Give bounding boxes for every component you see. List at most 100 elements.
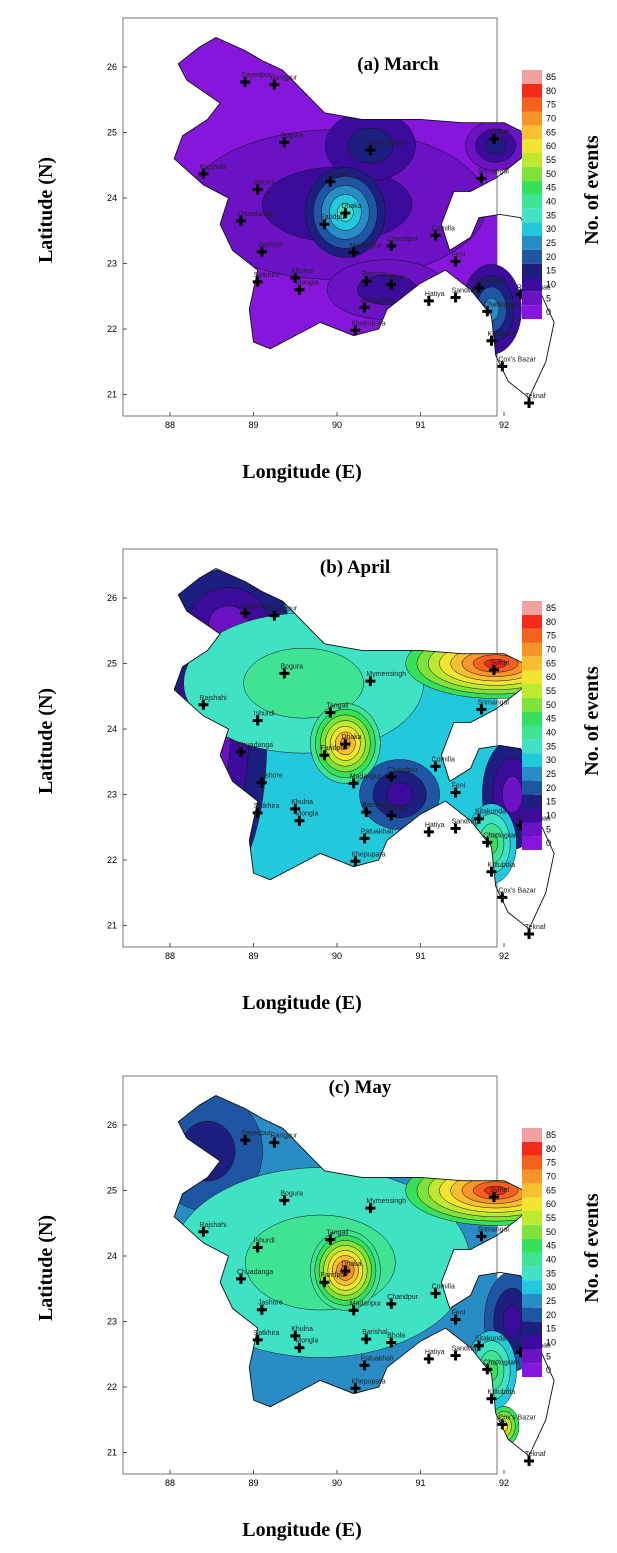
station-marker bbox=[430, 230, 441, 241]
y-tick-label: 23 bbox=[107, 790, 117, 800]
colorbar-label: 60 bbox=[546, 1199, 556, 1209]
colorbar-segment bbox=[522, 670, 542, 684]
station-marker bbox=[340, 208, 351, 219]
station-label: Satkhira bbox=[254, 803, 280, 810]
y-axis-label: Latitude (N) bbox=[35, 688, 57, 794]
contour-zone bbox=[485, 137, 506, 155]
colorbar-segment bbox=[522, 249, 542, 264]
colorbar-segment bbox=[522, 656, 542, 671]
station-marker bbox=[252, 1334, 263, 1345]
station-marker bbox=[252, 807, 263, 818]
station-label: Hatiya bbox=[425, 822, 445, 829]
station-label: Jashore bbox=[258, 242, 283, 249]
x-tick-label: 90 bbox=[332, 1478, 342, 1488]
station-marker bbox=[473, 282, 484, 293]
station-marker bbox=[325, 707, 336, 718]
station-label: Teknaf bbox=[525, 1451, 546, 1458]
station-marker bbox=[476, 1231, 487, 1242]
x-tick-label: 91 bbox=[415, 951, 425, 961]
station-marker bbox=[359, 833, 370, 844]
panel-title: (c) May bbox=[329, 1077, 392, 1098]
colorbar-segment bbox=[522, 739, 542, 754]
colorbar-segment bbox=[522, 222, 542, 236]
station-label: Khulna bbox=[291, 799, 313, 806]
x-tick-label: 89 bbox=[248, 1478, 258, 1488]
station-marker bbox=[361, 1334, 372, 1345]
station-label: Bogura bbox=[280, 663, 303, 670]
station-label: Kutubdia bbox=[487, 862, 515, 869]
station-marker bbox=[252, 715, 263, 726]
station-marker bbox=[430, 1288, 441, 1299]
y-tick-label: 25 bbox=[107, 1186, 117, 1196]
station-label: Rangpur bbox=[270, 606, 298, 613]
station-label: Ishurdi bbox=[254, 1237, 275, 1244]
station-label: Comilla bbox=[432, 225, 455, 232]
x-tick-label: 91 bbox=[415, 1478, 425, 1488]
colorbar-segment bbox=[522, 208, 542, 223]
station-marker bbox=[269, 79, 280, 90]
station-label: Madaripur bbox=[350, 1300, 382, 1307]
colorbar-segment bbox=[522, 1169, 542, 1184]
colorbar-label: 65 bbox=[546, 658, 556, 668]
colorbar-label: 20 bbox=[546, 252, 556, 262]
y-tick-label: 26 bbox=[107, 593, 117, 603]
colorbar-segment bbox=[522, 97, 542, 112]
colorbar-segment bbox=[522, 166, 542, 181]
station-label: Chattogram bbox=[483, 832, 520, 839]
y-tick-label: 26 bbox=[107, 62, 117, 72]
colorbar-segment bbox=[522, 180, 542, 195]
x-tick-label: 90 bbox=[332, 951, 342, 961]
colorbar-segment bbox=[522, 1349, 542, 1364]
station-marker bbox=[235, 215, 246, 226]
station-label: Khepupara bbox=[351, 1378, 385, 1385]
colorbar-label: 10 bbox=[546, 810, 556, 820]
country-border bbox=[173, 36, 555, 399]
station-marker bbox=[294, 1342, 305, 1353]
colorbar-title: No. of events bbox=[581, 135, 603, 245]
station-marker bbox=[482, 306, 493, 317]
station-marker bbox=[488, 1192, 499, 1203]
y-tick-label: 25 bbox=[107, 128, 117, 138]
station-marker bbox=[198, 1226, 209, 1237]
y-tick-label: 21 bbox=[107, 921, 117, 931]
station-label: Chandpur bbox=[387, 767, 418, 774]
station-marker bbox=[497, 361, 508, 372]
station-marker bbox=[325, 1234, 336, 1245]
station-marker bbox=[450, 787, 461, 798]
station-label: Sylhet bbox=[490, 129, 510, 136]
station-label: Barishal bbox=[362, 271, 388, 278]
station-marker bbox=[269, 610, 280, 621]
colorbar-label: 75 bbox=[546, 631, 556, 641]
station-label: Rangpur bbox=[270, 75, 298, 82]
station-label: Teknaf bbox=[525, 924, 546, 931]
station-marker bbox=[361, 807, 372, 818]
station-label: Mongla bbox=[295, 1338, 318, 1345]
y-tick-label: 23 bbox=[107, 1317, 117, 1327]
y-tick-label: 24 bbox=[107, 1251, 117, 1261]
station-marker bbox=[476, 173, 487, 184]
station-label: Srimangal bbox=[477, 1226, 509, 1233]
station-label: Dhaka bbox=[341, 203, 361, 210]
station-label: Faridpur bbox=[320, 745, 347, 752]
station-label: Chuadanga bbox=[237, 211, 273, 218]
colorbar-segment bbox=[522, 1183, 542, 1198]
colorbar-segment bbox=[522, 1155, 542, 1170]
station-label: Comilla bbox=[432, 756, 455, 763]
map-panel: Sayedpur Rangpur Bogura Mymensingh Sylhet Sri… bbox=[35, 17, 603, 483]
station-label: Faridpur bbox=[320, 1272, 347, 1279]
colorbar-label: 35 bbox=[546, 1268, 556, 1278]
colorbar-label: 50 bbox=[546, 1227, 556, 1237]
contour-zone bbox=[243, 647, 364, 719]
colorbar-segment bbox=[522, 1307, 542, 1322]
colorbar-segment bbox=[522, 1266, 542, 1281]
station-label: Mymensingh bbox=[366, 140, 406, 147]
colorbar-segment bbox=[522, 601, 542, 615]
panel-title: (b) April bbox=[320, 557, 390, 578]
colorbar-label: 55 bbox=[546, 686, 556, 696]
station-marker bbox=[450, 1350, 461, 1361]
colorbar-label: 0 bbox=[546, 1365, 551, 1375]
colorbar-segment bbox=[522, 291, 542, 306]
colorbar-label: 40 bbox=[546, 196, 556, 206]
station-marker bbox=[350, 325, 361, 336]
colorbar-segment bbox=[522, 194, 542, 209]
